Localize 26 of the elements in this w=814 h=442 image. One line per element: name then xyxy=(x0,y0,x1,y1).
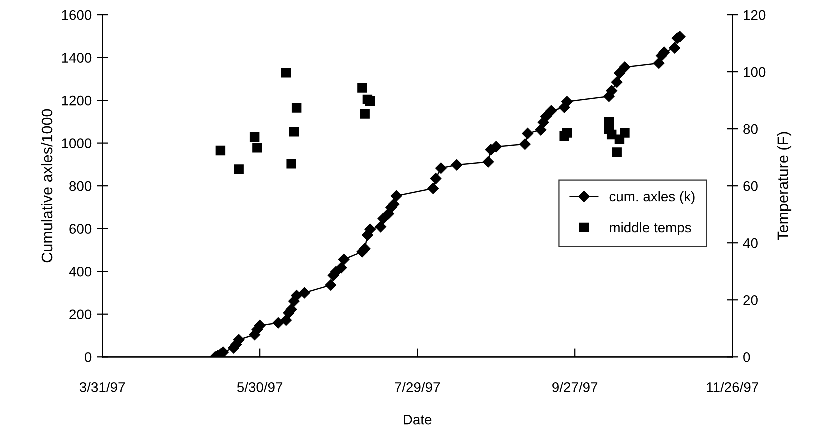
y-tick-label: 1600 xyxy=(62,10,92,20)
y-tick-label: 1000 xyxy=(62,138,92,148)
y-tick-label: 600 xyxy=(70,224,92,234)
y-tick-label: 200 xyxy=(70,310,92,320)
x-tick-label: 9/27/97 xyxy=(552,382,598,392)
y2-tick-label: 80 xyxy=(744,124,758,134)
y2-tick-label: 120 xyxy=(744,10,766,20)
x-tick-label: 3/31/97 xyxy=(80,382,126,392)
y-tick-label: 400 xyxy=(69,266,92,277)
y-axis-title: Cumulative axles/1000 xyxy=(41,109,53,263)
y2-tick-label: 0 xyxy=(744,352,750,362)
y-tick-label: 1200 xyxy=(62,96,92,106)
x-axis-title: Date xyxy=(404,415,432,425)
y2-tick-label: 60 xyxy=(744,181,758,192)
x-tick-label: 11/26/97 xyxy=(707,382,758,392)
y-tick-label: 800 xyxy=(70,181,92,192)
y2-axis-title: Temperature (F) xyxy=(777,132,792,240)
legend-label: middle temps xyxy=(610,222,692,236)
y2-tick-label: 40 xyxy=(743,238,758,248)
y-tick-label: 0 xyxy=(84,352,92,362)
y-tick-label: 1400 xyxy=(62,53,92,63)
y2-tick-label: 100 xyxy=(744,67,766,78)
x-tick-label: 7/29/97 xyxy=(395,382,440,392)
legend-label: cum. axles (k) xyxy=(610,191,695,204)
x-tick-label: 5/30/97 xyxy=(237,382,283,392)
y2-tick-label: 20 xyxy=(744,295,758,306)
